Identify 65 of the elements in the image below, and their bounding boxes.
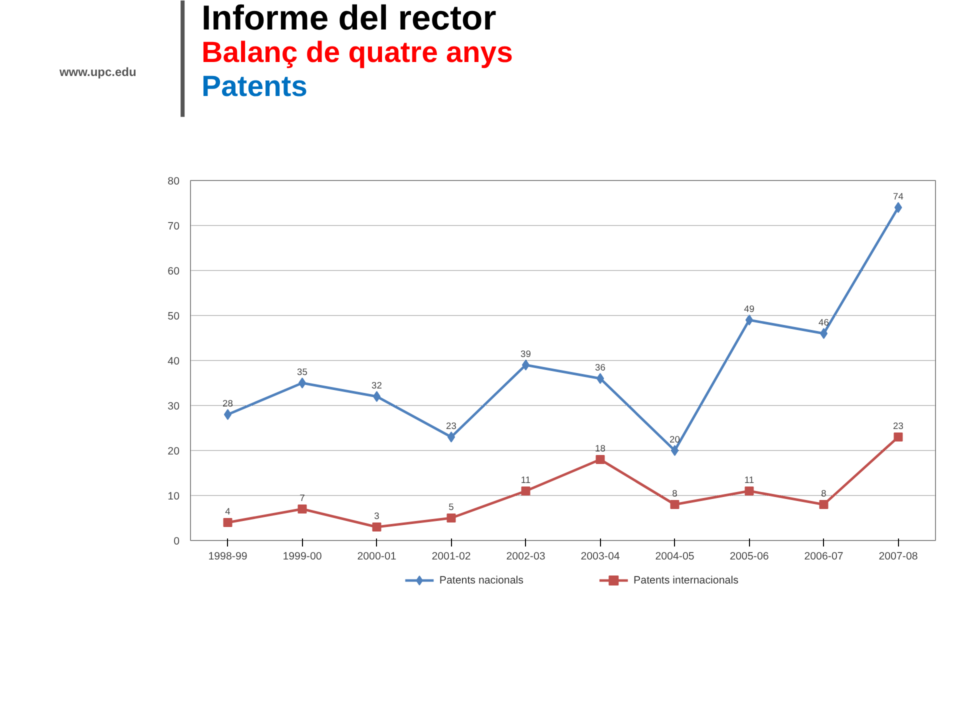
- y-tick-label: 0: [174, 536, 180, 548]
- data-label: 23: [893, 421, 904, 431]
- text: Patents: [202, 70, 308, 103]
- point: [894, 202, 902, 213]
- data-label: 74: [893, 192, 904, 202]
- y-tick-label: 80: [168, 176, 180, 188]
- point: [596, 455, 605, 464]
- data-label: 39: [520, 349, 531, 359]
- point: [298, 378, 306, 388]
- point: [224, 409, 232, 420]
- data-label: 11: [520, 475, 531, 485]
- data-label: 5: [448, 502, 454, 512]
- data-label: 35: [297, 367, 308, 377]
- y-tick-label: 10: [168, 490, 180, 502]
- chart-subtitle: Balanç de quatre anys: [202, 36, 513, 69]
- data-label: 49: [744, 304, 754, 314]
- text: www.upc.edu: [58, 65, 136, 80]
- point: [372, 391, 381, 402]
- data-label: 8: [821, 488, 826, 498]
- x-tick-label: 2005-06: [730, 550, 769, 562]
- point: [745, 314, 754, 326]
- point: [372, 522, 382, 532]
- x-tick-label: 2006-07: [804, 550, 844, 562]
- data-label: 3: [374, 511, 380, 521]
- x-tick-label: 1998-99: [208, 550, 248, 562]
- point: [521, 486, 530, 496]
- x-tick-label: 1999-00: [282, 550, 322, 562]
- point: [820, 328, 828, 339]
- x-tick-label: 2000-01: [357, 550, 396, 562]
- y-tick-label: 40: [168, 356, 180, 368]
- data-label: 46: [818, 318, 829, 328]
- point: [446, 514, 456, 522]
- x-tick-label: 2004-05: [655, 550, 694, 562]
- y-tick-label: 60: [168, 266, 180, 278]
- x-tick-label: 2002-03: [506, 550, 546, 562]
- point: [223, 518, 232, 527]
- point: [819, 500, 828, 509]
- point: [744, 486, 754, 496]
- y-tick-label: 70: [168, 220, 180, 232]
- point: [447, 432, 456, 442]
- data-label: 8: [672, 488, 678, 498]
- data-label: 20: [670, 434, 680, 444]
- point: [670, 445, 679, 456]
- data-label: 28: [222, 398, 233, 408]
- x-tick-label: 2003-04: [580, 550, 620, 562]
- point: [894, 432, 903, 442]
- point: [522, 360, 530, 370]
- point: [298, 504, 307, 514]
- data-label: 7: [300, 493, 305, 503]
- data-label: 4: [225, 506, 230, 516]
- x-tick-label: 2001-02: [432, 550, 471, 562]
- x-tick-label: 2007-08: [878, 550, 918, 562]
- chart-title: Informe del rector: [202, 0, 496, 38]
- y-tick-label: 50: [168, 310, 180, 322]
- data-label: 36: [595, 362, 606, 372]
- data-label: 32: [372, 380, 382, 390]
- legend-label: Patents nacionals: [439, 574, 524, 586]
- data-label: 23: [446, 421, 456, 431]
- y-tick-label: 20: [168, 446, 180, 458]
- point: [596, 373, 604, 384]
- y-tick-label: 30: [168, 400, 180, 412]
- legend-label: Patents internacionals: [634, 574, 738, 586]
- point: [670, 500, 680, 509]
- data-label: 18: [595, 444, 606, 454]
- data-label: 11: [744, 475, 754, 485]
